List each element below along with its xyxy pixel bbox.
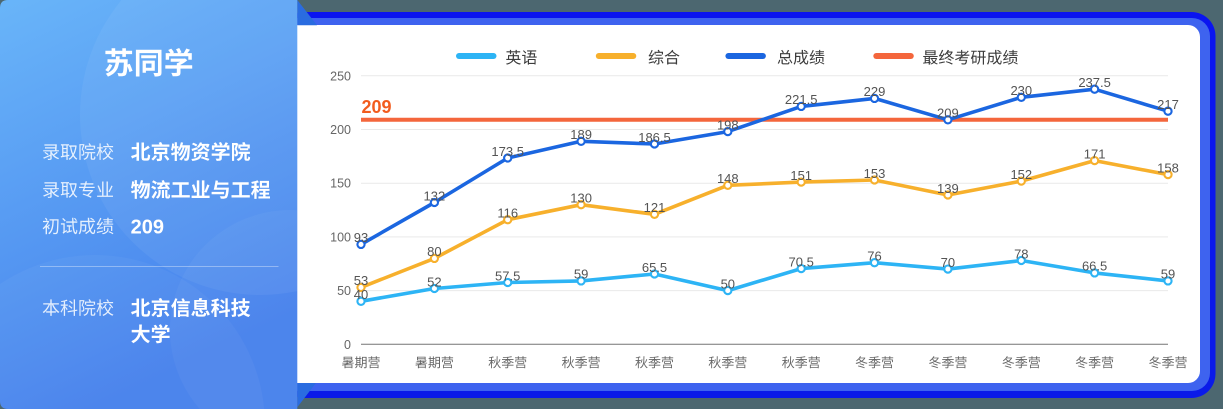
svg-text:209: 209 [937, 106, 959, 121]
svg-text:70.5: 70.5 [789, 254, 814, 269]
svg-text:189: 189 [570, 127, 592, 142]
svg-text:59: 59 [1161, 267, 1175, 282]
svg-text:116: 116 [497, 206, 518, 221]
svg-text:250: 250 [330, 69, 351, 83]
svg-text:217: 217 [1157, 97, 1179, 112]
svg-text:229: 229 [864, 84, 886, 99]
svg-text:200: 200 [330, 123, 351, 137]
svg-text:78: 78 [1014, 246, 1028, 261]
svg-text:173.5: 173.5 [491, 144, 524, 159]
svg-text:132: 132 [424, 188, 446, 203]
svg-text:150: 150 [330, 177, 351, 191]
svg-text:158: 158 [1157, 160, 1179, 175]
svg-text:50: 50 [337, 284, 351, 298]
svg-text:148: 148 [717, 171, 739, 186]
svg-text:59: 59 [574, 267, 588, 282]
svg-text:151: 151 [790, 168, 812, 183]
svg-text:100: 100 [330, 230, 351, 244]
svg-text:0: 0 [344, 338, 351, 352]
svg-text:66.5: 66.5 [1082, 259, 1107, 274]
svg-text:50: 50 [721, 276, 735, 291]
svg-text:65.5: 65.5 [642, 260, 667, 275]
svg-text:121: 121 [644, 200, 666, 215]
svg-text:221.5: 221.5 [785, 92, 818, 107]
svg-text:237.5: 237.5 [1078, 75, 1111, 90]
svg-text:198: 198 [717, 117, 739, 132]
svg-text:230: 230 [1010, 83, 1032, 98]
svg-text:209: 209 [131, 217, 164, 239]
svg-text:153: 153 [864, 166, 886, 181]
svg-text:130: 130 [570, 191, 592, 206]
svg-text:76: 76 [867, 249, 881, 264]
svg-text:52: 52 [427, 274, 441, 289]
svg-text:93: 93 [354, 230, 368, 245]
svg-text:53: 53 [354, 273, 368, 288]
svg-text:70: 70 [941, 255, 955, 270]
svg-text:209: 209 [362, 97, 392, 117]
svg-text:139: 139 [937, 181, 959, 196]
svg-text:40: 40 [354, 287, 368, 302]
svg-text:57.5: 57.5 [495, 268, 520, 283]
svg-text:80: 80 [427, 244, 441, 259]
svg-text:186.5: 186.5 [638, 130, 671, 145]
svg-text:152: 152 [1010, 167, 1032, 182]
svg-text:171: 171 [1084, 146, 1106, 161]
